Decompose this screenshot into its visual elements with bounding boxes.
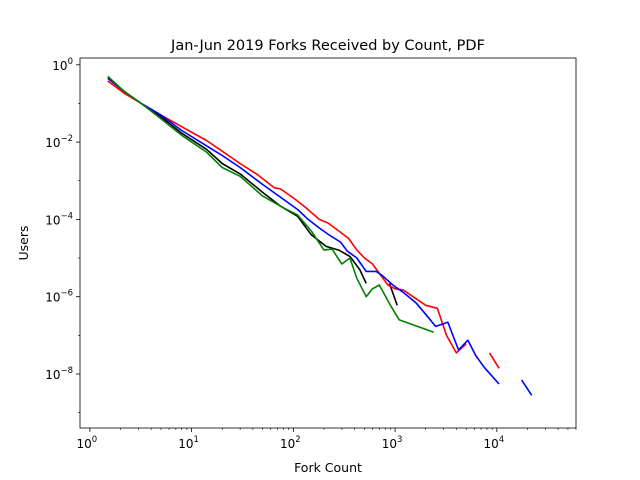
series-1-line-segment-0 <box>107 80 467 354</box>
y-tick-label: 100 <box>52 57 73 73</box>
y-tick-label: 10−8 <box>45 366 73 382</box>
series-0-line-segment-0 <box>107 77 367 284</box>
x-tick-label: 103 <box>382 435 403 451</box>
x-axis: 100 101 102 103 104 <box>77 428 577 451</box>
chart-title: Jan-Jun 2019 Forks Received by Count, PD… <box>170 38 485 54</box>
x-tick-label: 104 <box>483 435 504 451</box>
plot-area <box>107 75 533 396</box>
series-2-line-segment-1 <box>520 379 533 396</box>
y-axis: 100 10−2 10−4 10−6 10−8 <box>45 57 80 413</box>
x-axis-label: Fork Count <box>294 460 362 475</box>
series-2-line-segment-0 <box>107 77 500 385</box>
y-tick-label: 10−6 <box>45 289 73 305</box>
y-tick-label: 10−2 <box>45 134 73 150</box>
axes-frame <box>79 57 577 429</box>
x-tick-label: 102 <box>280 435 301 451</box>
y-axis-label: Users <box>16 225 31 260</box>
series-3-line-segment-0 <box>107 75 435 334</box>
x-tick-label: 100 <box>77 435 98 451</box>
x-tick-label: 101 <box>178 435 199 451</box>
y-tick-label: 10−4 <box>45 211 73 227</box>
series-1-line-segment-1 <box>488 352 500 369</box>
